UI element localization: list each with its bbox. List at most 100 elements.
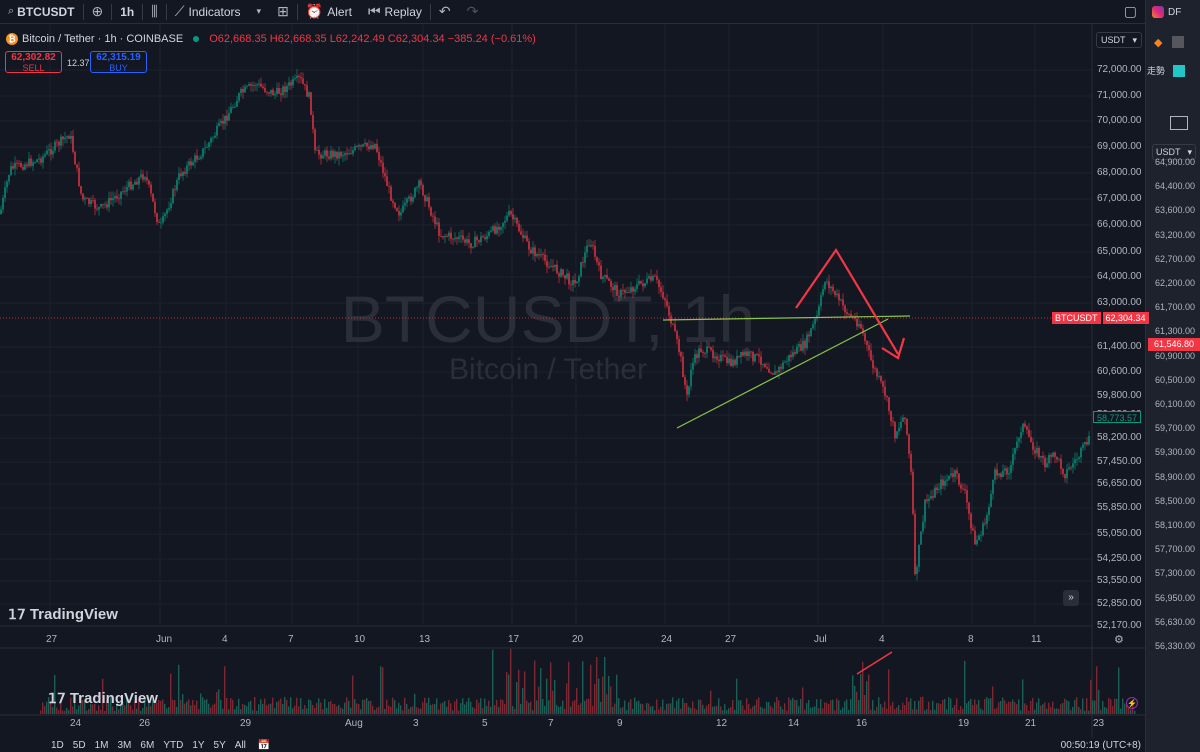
candle-body — [630, 287, 632, 293]
candle-body — [314, 129, 316, 151]
undo-button[interactable]: ↶ — [431, 0, 459, 24]
legend-ohlc: O62,668.35 H62,668.35 L62,242.49 C62,304… — [209, 33, 536, 45]
volume-bar — [374, 709, 376, 714]
candle-body — [584, 252, 586, 263]
candle-body — [218, 123, 220, 127]
timeframe-button[interactable]: 1M — [94, 739, 109, 751]
candle-body — [476, 236, 478, 241]
candle-body — [22, 167, 24, 170]
candle-body — [978, 535, 980, 540]
side-item-df[interactable]: DF — [1152, 6, 1181, 18]
settings-button[interactable]: ⚙ — [1114, 634, 1124, 646]
volume-bar — [578, 704, 580, 714]
candle-body — [258, 83, 260, 85]
lower-date-tick-label: 19 — [958, 718, 970, 729]
sell-button[interactable]: 62,302.82 SELL — [5, 51, 62, 73]
volume-bar — [1098, 689, 1100, 714]
currency-select[interactable]: USDT ▾ — [1096, 32, 1142, 48]
buy-button[interactable]: 62,315.19 BUY — [90, 51, 147, 73]
candle-body — [198, 158, 200, 160]
chart-type-button[interactable]: ⫼ — [143, 0, 165, 24]
volume-bar — [144, 699, 146, 714]
candle-body — [766, 367, 768, 369]
candle-body — [744, 351, 746, 356]
volume-bar — [640, 703, 642, 714]
volume-bar — [670, 703, 672, 714]
volume-bar — [992, 686, 994, 714]
volume-bar — [96, 710, 98, 714]
volume-annotation-line[interactable] — [856, 651, 893, 675]
triangle-support-line[interactable] — [676, 318, 889, 429]
volume-bar — [198, 709, 200, 714]
candle-body — [180, 173, 182, 176]
volume-bar — [830, 700, 832, 714]
candle-body — [256, 84, 258, 86]
candle-body — [602, 276, 604, 280]
volume-bar — [604, 656, 606, 714]
fox-icon[interactable]: ◆ — [1154, 37, 1163, 49]
candle-body — [794, 352, 796, 354]
volume-bar — [708, 703, 710, 714]
lightning-icon[interactable]: ⚡ — [1126, 697, 1138, 709]
candle-body — [1038, 447, 1040, 458]
lower-currency-select[interactable]: USDT ▾ — [1152, 144, 1196, 160]
timeframe-button[interactable]: 1Y — [192, 739, 205, 751]
volume-bar — [976, 704, 978, 714]
candle-body — [354, 146, 356, 150]
calendar-icon[interactable]: 📅 — [257, 739, 271, 751]
candle-body — [632, 287, 634, 292]
candle-body — [926, 499, 928, 502]
fullscreen-button[interactable]: ▢ — [1116, 0, 1145, 24]
peak-arrow-drawing[interactable] — [795, 247, 899, 355]
clock-readout[interactable]: 00:50:19 (UTC+8) — [1060, 739, 1141, 751]
price-tick-label: 68,000.00 — [1097, 167, 1142, 178]
chart-canvas[interactable]: BTCUSDT, 1h Bitcoin / Tether — [0, 24, 1145, 738]
timeframe-button[interactable]: 1D — [51, 739, 64, 751]
menu-icon[interactable] — [1170, 116, 1188, 130]
volume-bar — [1094, 700, 1096, 714]
side-item-trend[interactable]: 走勢 — [1147, 64, 1186, 77]
candle-body — [412, 197, 414, 202]
layouts-button[interactable]: ⊞ — [269, 0, 297, 24]
timeframe-button[interactable]: 5D — [72, 739, 86, 751]
volume-bar — [444, 700, 446, 714]
tile-icon[interactable] — [1172, 36, 1185, 48]
candle-body — [276, 87, 278, 94]
timeframe-button[interactable]: 5Y — [213, 739, 226, 751]
volume-bar — [1106, 707, 1108, 714]
candle-body — [150, 184, 152, 194]
volume-bar — [748, 704, 750, 714]
indicators-button[interactable]: ⟋ Indicators — [174, 3, 241, 19]
scroll-to-realtime-button[interactable]: » — [1063, 590, 1079, 606]
volume-bar — [286, 699, 288, 714]
volume-bar — [612, 706, 614, 714]
candle-body — [168, 208, 170, 210]
candle-body — [906, 418, 908, 435]
candle-body — [348, 153, 350, 155]
volume-bar — [804, 709, 806, 714]
timeframe-button[interactable]: 3M — [117, 739, 132, 751]
timeframe-button[interactable]: YTD — [163, 739, 184, 751]
alert-button[interactable]: ⏰ Alert — [305, 3, 352, 19]
symbol-search[interactable]: ⌕ BTCUSDT — [8, 4, 75, 19]
replay-button[interactable]: ⏮ Replay — [367, 3, 422, 19]
chart-legend[interactable]: ₿ Bitcoin / Tether · 1h · COINBASE O62,6… — [6, 33, 536, 45]
redo-button[interactable]: ↷ — [459, 0, 487, 24]
triangle-resistance-line[interactable] — [662, 315, 911, 321]
timeframe-button[interactable]: All — [234, 739, 246, 751]
compare-button[interactable]: ⊕ — [84, 0, 112, 24]
interval-button[interactable]: 1h — [120, 4, 135, 19]
candle-body — [578, 276, 580, 282]
volume-bar — [646, 702, 648, 714]
timeframe-button[interactable]: 6M — [140, 739, 155, 751]
volume-bar — [432, 704, 434, 714]
candle-body — [486, 235, 488, 240]
candle-body — [382, 162, 384, 174]
candle-body — [522, 234, 524, 239]
indicator-templates-button[interactable]: ▾ — [249, 0, 270, 24]
divider — [142, 3, 144, 20]
volume-bar — [894, 709, 896, 714]
lower-date-tick-label: Aug — [345, 718, 363, 729]
volume-bar — [892, 701, 894, 714]
volume-bar — [436, 698, 438, 714]
